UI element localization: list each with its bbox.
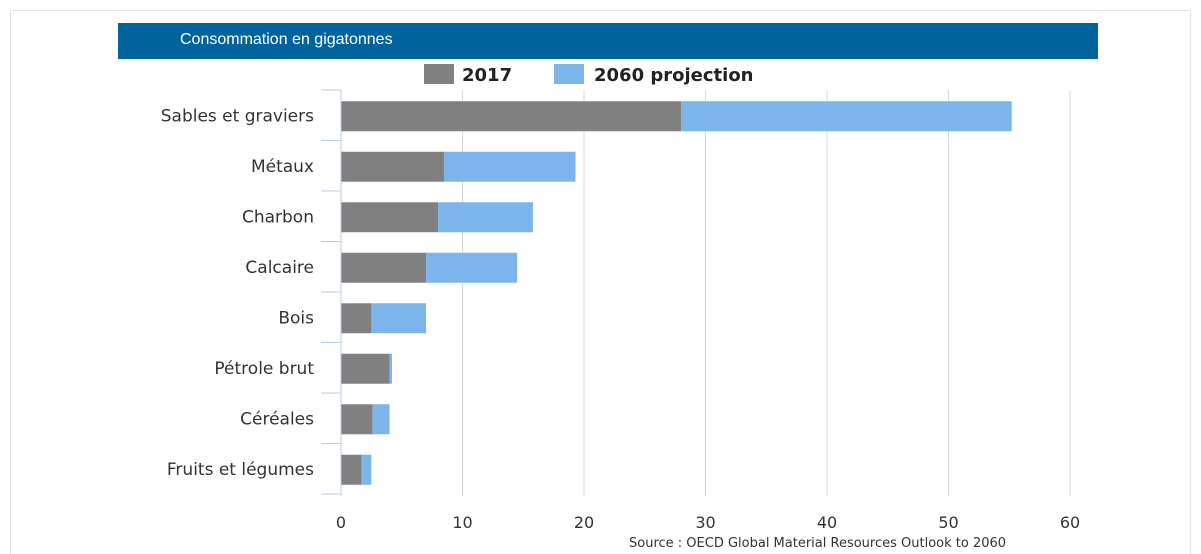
bar-2017 (341, 252, 427, 283)
frame-top-border (10, 10, 1191, 11)
x-tick-label-20: 20 (574, 513, 594, 532)
bar-2060-projection (681, 101, 1012, 132)
category-label: Bois (278, 308, 314, 328)
frame-right-border (1190, 10, 1191, 554)
bar-2060-projection (426, 252, 518, 283)
x-tick-label-0: 0 (336, 513, 346, 532)
x-tick-label-40: 40 (817, 513, 837, 532)
label-layer: 0 10 20 30 40 50 60 Sables et graviers Métaux Cha… (161, 106, 1080, 532)
chart-title-bar: Consommation en gigatonnes (118, 23, 1098, 59)
chart-title: Consommation en gigatonnes (180, 31, 393, 48)
bar-2017 (341, 202, 439, 233)
legend-swatch-2017 (424, 64, 454, 84)
bar-2060-projection (389, 353, 393, 384)
x-tick-label-10: 10 (452, 513, 472, 532)
frame-left-border (10, 10, 11, 554)
bar-2060-projection (438, 202, 533, 233)
category-label: Fruits et légumes (167, 460, 314, 480)
bar-2060-projection (371, 303, 427, 334)
bar-layer (341, 101, 1012, 485)
category-label: Sables et graviers (161, 106, 314, 126)
bar-2017 (341, 101, 682, 132)
legend-label-2060-projection: 2060 projection (594, 65, 754, 86)
bar-2017 (341, 303, 372, 334)
bar-2017 (341, 404, 373, 435)
bar-2017 (341, 151, 445, 182)
legend-label-2017: 2017 (462, 65, 512, 86)
source-note: Source : OECD Global Material Resources … (629, 536, 1007, 551)
legend-swatch-2060-projection (554, 64, 584, 84)
x-tick-label-60: 60 (1060, 513, 1080, 532)
bar-2060-projection (444, 151, 576, 182)
axis-layer (321, 89, 342, 496)
grid-layer (462, 90, 1071, 496)
bar-2017 (341, 454, 362, 485)
category-label: Charbon (242, 207, 314, 227)
bar-2060-projection (361, 454, 372, 485)
category-label: Céréales (240, 409, 314, 429)
chart-legend: 2017 2060 projection (424, 64, 754, 86)
bar-2017 (341, 353, 390, 384)
category-label: Métaux (251, 157, 314, 177)
bar-2060-projection (372, 404, 390, 435)
category-label: Calcaire (245, 258, 314, 278)
category-label: Pétrole brut (214, 359, 314, 379)
x-tick-label-50: 50 (938, 513, 958, 532)
x-tick-label-30: 30 (695, 513, 715, 532)
